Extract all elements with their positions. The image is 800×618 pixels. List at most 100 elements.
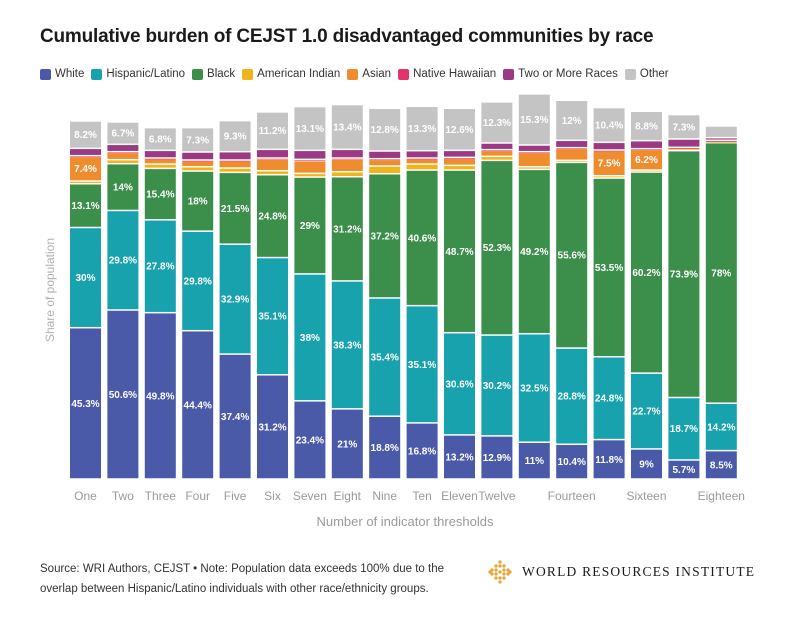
bar-group-16: 9% 22.7% 60.2% 6.2% 8.8%	[631, 112, 662, 479]
legend-label: Two or More Races	[518, 68, 618, 80]
bar-segment-other	[294, 107, 326, 150]
data-label: 27.8%	[146, 262, 174, 273]
legend-swatch	[242, 68, 254, 80]
bar-segment-asian	[257, 159, 288, 170]
data-label: 37.2%	[371, 231, 399, 242]
bar-segment-other	[668, 115, 700, 139]
bar-segment-two-or-more-races	[331, 150, 363, 158]
data-label: 14%	[113, 183, 133, 194]
stacked-bar-chart: Share of population 45.3% 30% 13.1% 7.4% 8.2%…	[43, 94, 745, 529]
bar-segment-native-hawaiian	[556, 148, 588, 150]
bar-segment-native-hawaiian	[406, 158, 438, 160]
bar-segment-native-hawaiian	[481, 150, 513, 152]
data-label: 29.8%	[184, 276, 212, 287]
bar-segment-native-hawaiian	[631, 149, 662, 151]
legend-label: White	[55, 68, 85, 80]
bar-segment-two-or-more-races	[107, 145, 139, 151]
bar-segment-two-or-more-races	[369, 151, 401, 158]
bar-segment-asian	[144, 159, 176, 164]
bar-segment-black	[107, 164, 139, 210]
bar-segment-white	[331, 409, 363, 479]
bar-group-11: 13.2% 30.6% 48.7% 12.6%	[444, 109, 475, 479]
bar-segment-american-indian	[556, 161, 588, 162]
data-label: 38.3%	[333, 340, 361, 351]
bar-segment-two-or-more-races	[406, 151, 438, 158]
bar-segment-american-indian	[219, 168, 251, 172]
bar-segment-two-or-more-races	[668, 139, 700, 147]
bar-segment-asian	[369, 160, 401, 166]
wri-logo-icon	[488, 560, 512, 584]
legend-label: American Indian	[257, 68, 341, 80]
data-label: 44.4%	[184, 400, 212, 411]
bar-segment-other	[593, 108, 625, 142]
data-label: 31.2%	[258, 422, 286, 433]
bar-segment-two-or-more-races	[481, 143, 513, 149]
bar-segment-two-or-more-races	[631, 141, 662, 148]
data-label: 31.2%	[333, 224, 361, 235]
bar-segment-white	[631, 449, 662, 479]
bar-segment-other	[144, 128, 176, 150]
bar-segment-american-indian	[406, 164, 438, 170]
bar-segment-two-or-more-races	[294, 151, 326, 159]
bar-segment-native-hawaiian	[107, 152, 139, 154]
x-tick-label: Eighteen	[698, 489, 745, 503]
bar-segment-white	[481, 436, 513, 479]
x-tick-label: Sixteen	[626, 489, 666, 503]
bar-segment-black	[182, 171, 214, 231]
bar-segment-hispanic-latino	[107, 211, 139, 310]
data-label: 12.9%	[483, 453, 511, 464]
data-label: 12.6%	[445, 125, 473, 136]
data-label: 9%	[639, 459, 654, 470]
bar-segment-american-indian	[107, 160, 139, 163]
bar-segment-hispanic-latino	[593, 357, 625, 439]
bar-segment-white	[444, 435, 475, 479]
bar-segment-white	[70, 328, 101, 479]
data-label: 7.3%	[186, 135, 209, 146]
legend-item-american-indian: American Indian	[242, 68, 340, 80]
bar-segment-black	[444, 170, 475, 332]
bar-segment-white	[257, 375, 288, 479]
bar-segment-other	[481, 102, 513, 143]
data-label: 7.3%	[673, 122, 696, 133]
data-label: 10.4%	[558, 457, 586, 468]
bar-segment-black	[481, 161, 513, 335]
data-label: 13.1%	[71, 201, 99, 212]
bar-segment-white	[406, 423, 438, 479]
data-label: 21.5%	[221, 204, 249, 215]
bar-segment-hispanic-latino	[481, 335, 513, 436]
bar-segment-hispanic-latino	[257, 258, 288, 375]
bar-segment-native-hawaiian	[257, 158, 288, 160]
chart-legend: White Hispanic/Latino Black American Indian…	[40, 67, 676, 81]
legend-label: Asian	[362, 68, 392, 80]
bar-segment-hispanic-latino	[444, 333, 475, 435]
bar-segment-hispanic-latino	[144, 220, 176, 312]
source-note: Source: WRI Authors, CEJST • Note: Popul…	[40, 563, 444, 595]
bar-segment-black	[631, 172, 662, 373]
x-tick-label: One	[74, 489, 97, 503]
bar-segment-native-hawaiian	[444, 158, 475, 159]
data-label: 24.8%	[258, 212, 286, 223]
bar-segment-two-or-more-races	[219, 152, 251, 160]
data-label: 35.1%	[408, 360, 436, 371]
bar-group-3: 49.8% 27.8% 15.4% 6.8%	[144, 128, 176, 479]
bar-segment-asian	[593, 151, 625, 175]
data-label: 78%	[711, 268, 731, 279]
bar-segment-black	[668, 151, 700, 397]
bar-segment-hispanic-latino	[705, 403, 737, 450]
data-label: 18%	[188, 197, 208, 208]
bar-segment-hispanic-latino	[369, 298, 401, 416]
bar-segment-other	[406, 107, 438, 150]
legend-item-hispanic: Hispanic/Latino	[91, 68, 185, 80]
bar-segment-other	[107, 122, 139, 144]
bar-segment-hispanic-latino	[518, 334, 550, 442]
y-axis-label: Share of population	[43, 238, 57, 342]
bar-segment-native-hawaiian	[219, 160, 251, 162]
data-label: 13.1%	[296, 124, 324, 135]
bar-segment-two-or-more-races	[70, 149, 101, 155]
bar-segment-american-indian	[668, 149, 700, 151]
data-label: 35.1%	[258, 312, 286, 323]
x-tick-label: Seven	[293, 489, 327, 503]
data-label: 73.9%	[670, 270, 698, 281]
data-label: 50.6%	[109, 390, 137, 401]
data-label: 40.6%	[408, 233, 436, 244]
